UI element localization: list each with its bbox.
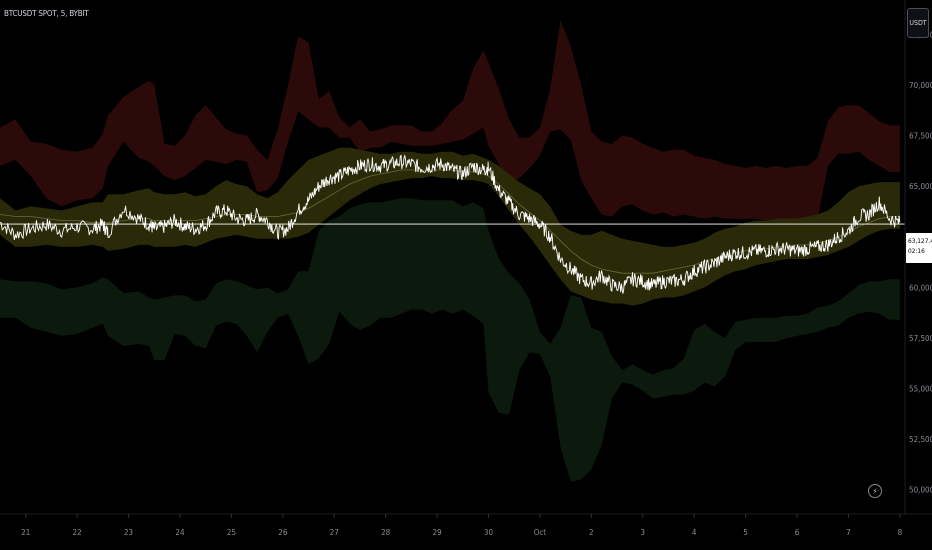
middle-band [0, 147, 900, 306]
y-tick-label: 52,500.00 [909, 435, 932, 444]
currency-button[interactable]: USDT [907, 8, 929, 38]
x-tick-label: 27 [330, 528, 339, 537]
last-price-tag: 63,127.44 02:16 [906, 233, 932, 263]
x-tick-label: 21 [21, 528, 30, 537]
x-tick-label: 26 [278, 528, 288, 537]
y-tick-label: 57,500.00 [909, 334, 932, 343]
lower-band [0, 198, 900, 482]
x-tick-label: Oct [534, 528, 547, 537]
last-price-value: 63,127.44 [908, 237, 932, 245]
price-line [0, 154, 901, 294]
time-axis[interactable]: 21 22 23 24 25 26 27 28 29 30 Oct 2 3 4 5 6 7 8 [21, 514, 903, 537]
x-tick-label: 3 [640, 528, 645, 537]
x-tick-label: 23 [124, 528, 133, 537]
y-tick-label: 67,500.00 [909, 132, 932, 141]
x-tick-label: 5 [743, 528, 748, 537]
y-tick-label: 70,000.00 [909, 81, 932, 90]
x-tick-label: 6 [795, 528, 800, 537]
x-tick-label: 8 [898, 528, 903, 537]
y-tick-label: 60,000.00 [909, 283, 932, 292]
line-layer [0, 154, 901, 294]
x-tick-label: 2 [589, 528, 594, 537]
y-tick-label: 55,000.00 [909, 385, 932, 394]
x-tick-label: 28 [381, 528, 391, 537]
x-tick-label: 29 [432, 528, 442, 537]
x-tick-label: 24 [175, 528, 185, 537]
y-tick-label: 65,000.00 [909, 182, 932, 191]
x-tick-label: 22 [73, 528, 82, 537]
upper-band [0, 20, 900, 223]
lightning-icon[interactable]: ⚡ [868, 484, 882, 498]
x-tick-label: 4 [692, 528, 697, 537]
bar-countdown: 02:16 [908, 247, 925, 255]
x-tick-label: 25 [227, 528, 236, 537]
x-tick-label: 7 [846, 528, 851, 537]
y-tick-label: 50,000.00 [909, 486, 932, 495]
symbol-title: BTCUSDT SPOT, 5, BYBIT [4, 9, 89, 18]
band-layer [0, 20, 900, 482]
x-tick-label: 30 [484, 528, 494, 537]
